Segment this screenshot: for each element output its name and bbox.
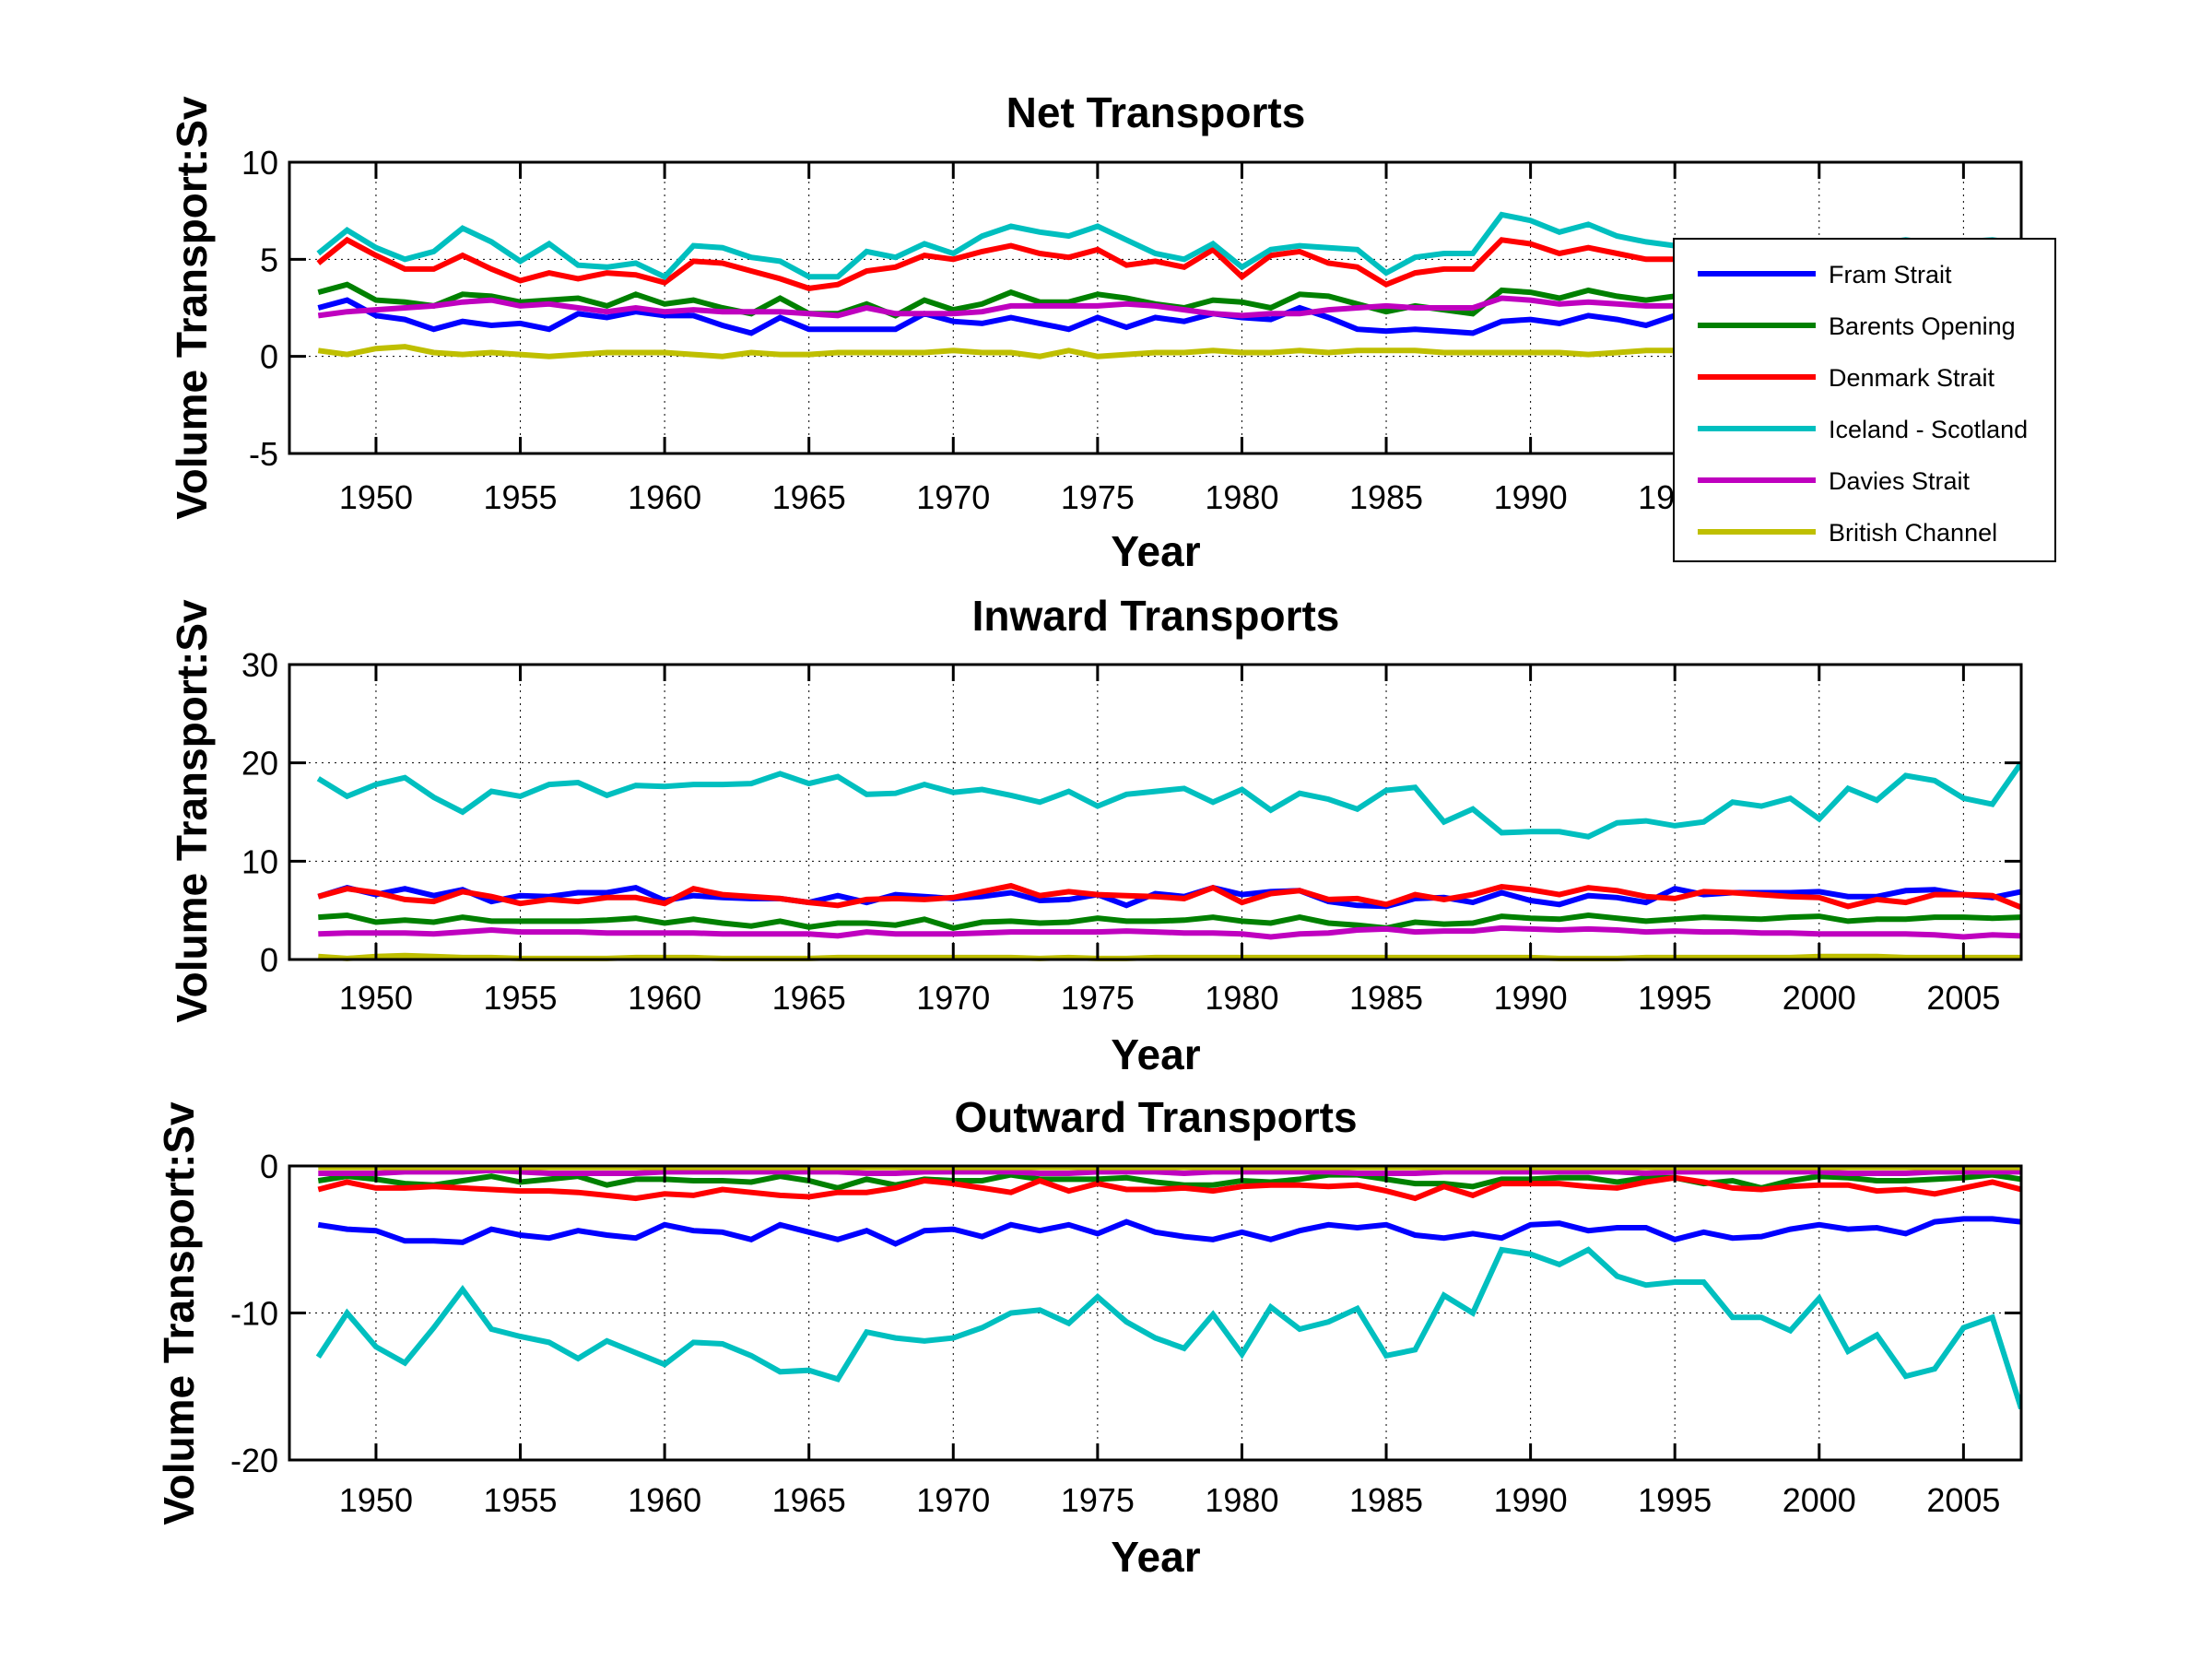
chart-title: Net Transports bbox=[1006, 88, 1306, 136]
x-tick-label: 1965 bbox=[772, 1481, 846, 1519]
series-line-fram-strait bbox=[317, 1216, 2021, 1247]
chart-title: Outward Transports bbox=[954, 1093, 1357, 1141]
x-tick-label: 1955 bbox=[483, 1481, 557, 1519]
y-tick-label: 5 bbox=[260, 241, 278, 278]
y-tick-label: -20 bbox=[230, 1442, 278, 1479]
x-tick-label: 1955 bbox=[483, 478, 557, 516]
y-tick-label: 10 bbox=[241, 144, 278, 182]
x-tick-label: 1955 bbox=[483, 979, 557, 1017]
x-tick-label: 1965 bbox=[772, 478, 846, 516]
x-tick-label: 1950 bbox=[339, 1481, 413, 1519]
x-tick-label: 1960 bbox=[628, 1481, 701, 1519]
x-tick-label: 1960 bbox=[628, 979, 701, 1017]
series-line-barents-opening bbox=[317, 1171, 2021, 1192]
legend-label: British Channel bbox=[1829, 519, 1997, 547]
x-tick-label: 1975 bbox=[1061, 478, 1135, 516]
outward-transports-panel: Outward Transports Year Volume Transport… bbox=[155, 1093, 2023, 1581]
series-line-iceland-scotland bbox=[315, 1246, 2021, 1410]
x-axis-label: Year bbox=[1111, 1030, 1200, 1078]
y-tick-label: 20 bbox=[241, 745, 278, 783]
x-tick-label: 1995 bbox=[1638, 979, 1712, 1017]
x-tick-label: 1995 bbox=[1638, 1481, 1712, 1519]
x-axis-label: Year bbox=[1111, 527, 1200, 575]
series-line-denmark-strait bbox=[317, 1174, 2021, 1202]
x-tick-label: 2005 bbox=[1926, 1481, 2000, 1519]
series-line-british-channel bbox=[318, 952, 2021, 961]
y-axis-label: Volume Transport:Sv bbox=[155, 1101, 203, 1525]
series-line-davies-strait bbox=[318, 1167, 2021, 1177]
x-tick-label: 1970 bbox=[916, 979, 990, 1017]
chart-title: Inward Transports bbox=[972, 592, 1340, 640]
legend-label: Barents Opening bbox=[1829, 312, 2016, 340]
y-axis-label: Volume Transport:Sv bbox=[168, 96, 216, 520]
x-tick-label: 1950 bbox=[339, 478, 413, 516]
plot-area bbox=[289, 665, 2021, 960]
x-tick-label: 2000 bbox=[1783, 1481, 1856, 1519]
legend-label: Denmark Strait bbox=[1829, 364, 1995, 392]
x-tick-label: 1980 bbox=[1205, 1481, 1278, 1519]
legend-label: Fram Strait bbox=[1829, 261, 1952, 288]
x-tick-label: 1985 bbox=[1349, 979, 1423, 1017]
x-tick-label: 1980 bbox=[1205, 979, 1278, 1017]
inward-transports-panel: Inward Transports Year Volume Transport:… bbox=[168, 592, 2023, 1078]
y-tick-label: -5 bbox=[249, 435, 278, 473]
axes-frame bbox=[288, 663, 2023, 961]
legend: Fram Strait Barents Opening Denmark Strait… bbox=[1673, 238, 2056, 562]
legend-label: Iceland - Scotland bbox=[1829, 416, 2028, 443]
x-tick-label: 1970 bbox=[916, 1481, 990, 1519]
series-line-iceland-scotland bbox=[316, 760, 2021, 840]
y-tick-label: 0 bbox=[260, 941, 278, 979]
x-tick-label: 1990 bbox=[1494, 979, 1568, 1017]
x-axis-label: Year bbox=[1111, 1533, 1200, 1581]
y-tick-label: -10 bbox=[230, 1295, 278, 1333]
x-tick-label: 1950 bbox=[339, 979, 413, 1017]
y-axis-label: Volume Transport:Sv bbox=[168, 599, 216, 1023]
x-tick-label: 1985 bbox=[1349, 478, 1423, 516]
y-tick-label: 0 bbox=[260, 1148, 278, 1185]
y-tick-label: 0 bbox=[260, 338, 278, 376]
series-line-denmark-strait bbox=[317, 882, 2021, 911]
y-tick-label: 10 bbox=[241, 842, 278, 880]
x-tick-label: 1970 bbox=[916, 478, 990, 516]
x-tick-label: 2000 bbox=[1783, 979, 1856, 1017]
x-tick-label: 1985 bbox=[1349, 1481, 1423, 1519]
legend-label: Davies Strait bbox=[1829, 467, 1971, 495]
x-tick-label: 1990 bbox=[1494, 478, 1568, 516]
series-line-barents-opening bbox=[318, 912, 2021, 931]
legend-box bbox=[1673, 238, 2056, 562]
series-line-davies-strait bbox=[318, 924, 2021, 940]
x-tick-label: 2005 bbox=[1926, 979, 2000, 1017]
x-tick-label: 1965 bbox=[772, 979, 846, 1017]
y-tick-label: 30 bbox=[241, 646, 278, 684]
x-tick-label: 1980 bbox=[1205, 478, 1278, 516]
x-tick-label: 1960 bbox=[628, 478, 701, 516]
x-tick-label: 1990 bbox=[1494, 1481, 1568, 1519]
x-tick-label: 1975 bbox=[1061, 1481, 1135, 1519]
x-tick-label: 1975 bbox=[1061, 979, 1135, 1017]
